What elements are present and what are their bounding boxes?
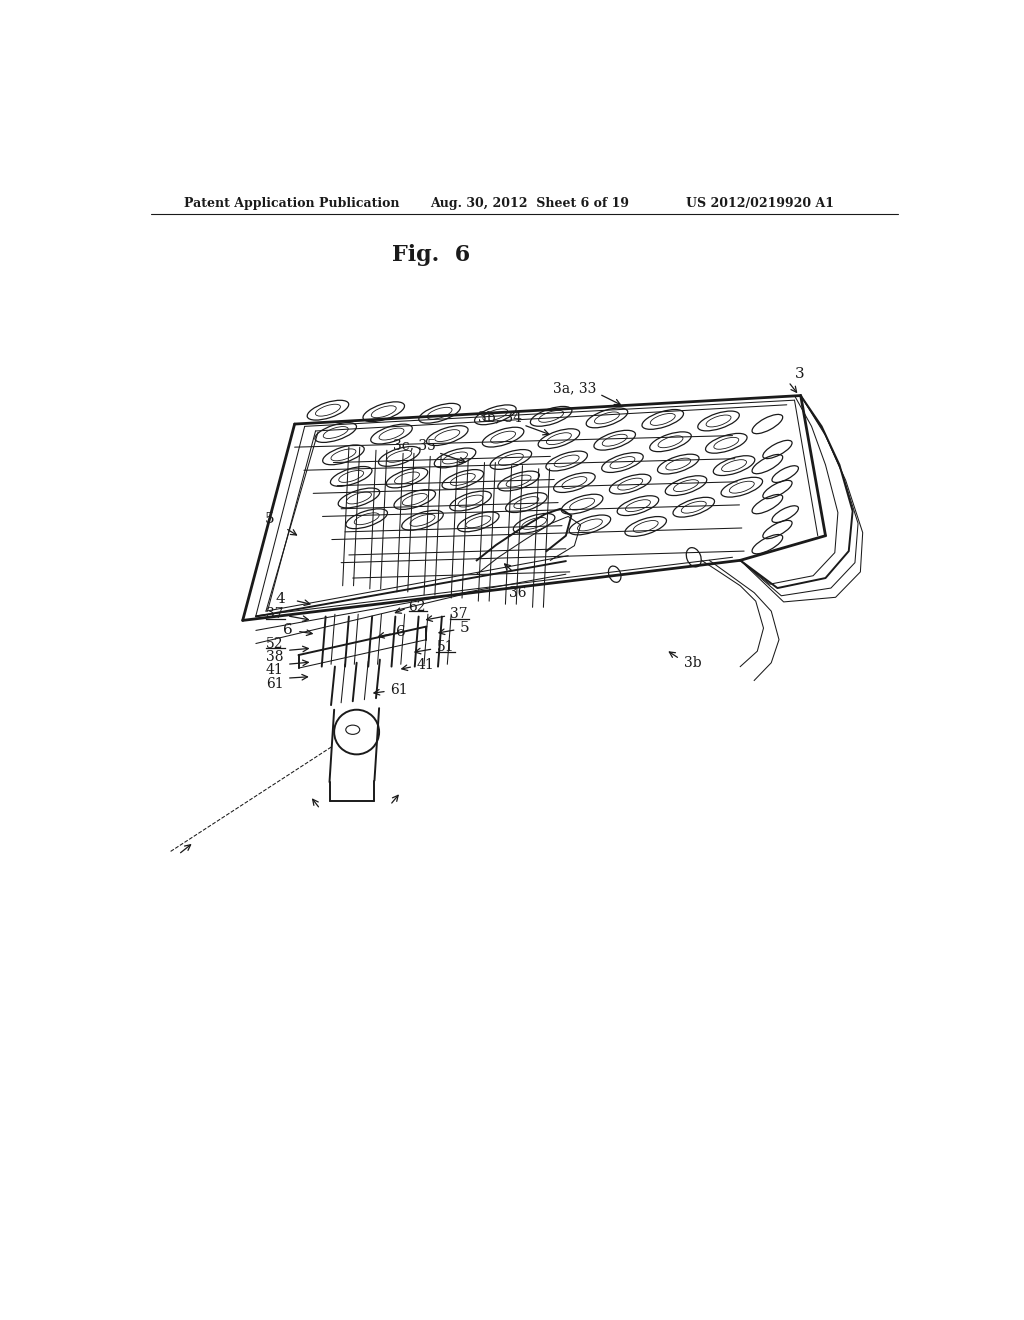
Text: 5: 5 — [264, 512, 274, 525]
Text: 41: 41 — [266, 664, 284, 677]
Text: 3b: 3b — [684, 656, 702, 669]
Text: 37: 37 — [450, 607, 467, 622]
Text: 52: 52 — [266, 636, 284, 651]
Text: 41: 41 — [417, 659, 434, 672]
Text: 6: 6 — [396, 624, 406, 639]
Text: 37: 37 — [266, 607, 284, 622]
Text: 6: 6 — [283, 623, 293, 636]
Text: Aug. 30, 2012  Sheet 6 of 19: Aug. 30, 2012 Sheet 6 of 19 — [430, 197, 630, 210]
Text: Fig.  6: Fig. 6 — [391, 244, 470, 265]
Text: 3c, 35: 3c, 35 — [393, 438, 436, 451]
Text: Patent Application Publication: Patent Application Publication — [183, 197, 399, 210]
Text: 5: 5 — [460, 622, 469, 635]
Text: 51: 51 — [436, 640, 454, 655]
Text: 3b, 34: 3b, 34 — [478, 411, 522, 424]
Text: 3a, 33: 3a, 33 — [553, 381, 596, 395]
Text: 61: 61 — [390, 682, 408, 697]
Text: 61: 61 — [266, 677, 284, 690]
Text: 36: 36 — [509, 586, 526, 601]
Text: 3: 3 — [795, 367, 804, 381]
Text: 62: 62 — [409, 599, 426, 614]
Text: 4: 4 — [275, 591, 285, 606]
Text: US 2012/0219920 A1: US 2012/0219920 A1 — [686, 197, 834, 210]
Text: 38: 38 — [266, 649, 284, 664]
